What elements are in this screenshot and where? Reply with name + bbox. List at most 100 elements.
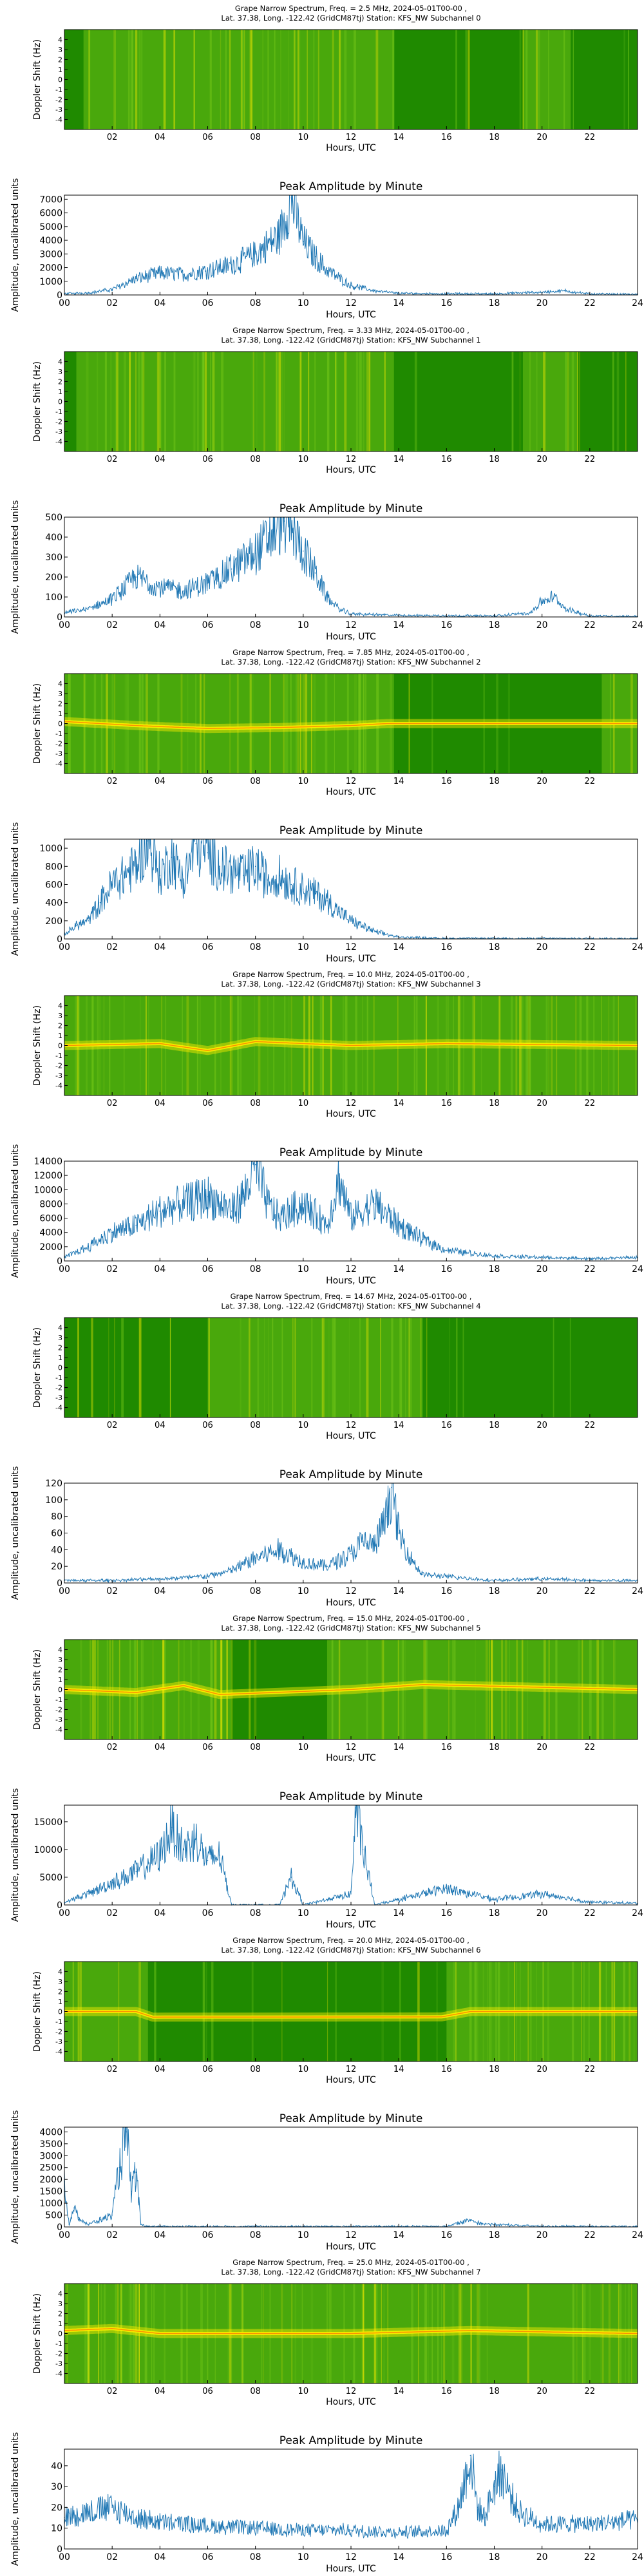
- x-tick-label: 12: [345, 2552, 357, 2562]
- panels: Grape Narrow Spectrum, Freq. = 2.5 MHz, …: [10, 4, 643, 2574]
- amplitude-point: [565, 608, 567, 610]
- spectrogram-y-axis-label: Doppler Shift (Hz): [32, 683, 43, 764]
- amplitude-plot-area: [64, 839, 638, 939]
- x-tick-label: 16: [440, 1586, 452, 1596]
- amplitude-point: [254, 253, 256, 255]
- spectrum-striation: [115, 2284, 117, 2383]
- spectrum-striation: [384, 352, 386, 451]
- y-tick-label: -4: [55, 1404, 62, 1412]
- spectrum-striation: [86, 352, 89, 451]
- amplitude-point: [219, 1854, 220, 1856]
- active-region: [207, 1318, 423, 1417]
- amplitude-point: [219, 866, 220, 867]
- y-tick-label: 0: [58, 2008, 62, 2016]
- x-tick-label: 04: [155, 133, 166, 142]
- spectrum-striation: [297, 30, 299, 129]
- amplitude-point: [207, 2525, 209, 2527]
- spectrum-striation: [522, 30, 524, 129]
- y-tick-label: 2: [58, 378, 62, 386]
- x-tick-label: 06: [202, 1264, 214, 1274]
- spectrum-striation: [212, 352, 215, 451]
- spectrum-striation: [169, 1318, 171, 1417]
- y-tick-label: 0: [57, 612, 62, 623]
- spectrum-striation: [274, 30, 276, 129]
- amplitude-chart: Peak Amplitude by Minute 00 02 04 06 08 10 12 14…: [10, 500, 643, 642]
- spectrum-striation: [628, 30, 629, 129]
- spectrum-striation: [328, 1318, 330, 1417]
- spectrum-striation: [258, 996, 261, 1095]
- x-tick-label: 16: [440, 298, 452, 308]
- x-tick-label: 06: [202, 1421, 213, 1430]
- amplitude-x-axis-label: Hours, UTC: [326, 2564, 376, 2574]
- spectrum-striation: [509, 1640, 510, 1739]
- spectrum-striation: [197, 996, 199, 1095]
- spectrum-striation: [146, 674, 148, 773]
- y-tick-label: 4000: [39, 1228, 62, 1238]
- spectrum-striation: [408, 1318, 410, 1417]
- y-tick-label: -4: [55, 1726, 62, 1734]
- spectrum-striation: [86, 2284, 90, 2383]
- spectrogram-y-axis-label: Doppler Shift (Hz): [32, 39, 43, 120]
- spectrum-striation: [311, 1318, 313, 1417]
- x-tick-label: 18: [489, 2065, 500, 2074]
- spectrum-striation: [553, 1318, 554, 1417]
- y-tick-label: -3: [55, 106, 62, 114]
- y-tick-label: 15000: [33, 1817, 62, 1828]
- x-tick-label: 10: [298, 298, 309, 308]
- x-tick-label: 04: [154, 942, 166, 952]
- amplitude-title: Peak Amplitude by Minute: [279, 1146, 423, 1159]
- y-tick-label: -3: [55, 1072, 62, 1080]
- y-tick-label: 40: [51, 2461, 62, 2472]
- spectrum-striation: [208, 1318, 210, 1417]
- amplitude-point: [386, 1515, 388, 1517]
- y-tick-label: 100: [45, 1495, 62, 1506]
- spectrum-striation: [359, 1318, 361, 1417]
- amplitude-point: [207, 1575, 209, 1577]
- amplitude-point: [398, 1224, 399, 1226]
- spectrum-striation: [161, 996, 162, 1095]
- x-tick-label: 24: [632, 942, 643, 952]
- spectrum-striation: [344, 352, 347, 451]
- spectrum-striation: [128, 30, 130, 129]
- amplitude-plot-area: [64, 2127, 638, 2227]
- spectrum-striation: [305, 674, 308, 773]
- spectrum-striation: [249, 30, 252, 129]
- spectrum-striation: [199, 996, 201, 1095]
- amplitude-point: [529, 612, 531, 614]
- x-tick-label: 08: [250, 298, 261, 308]
- spectrum-striation: [536, 352, 538, 451]
- x-tick-label: 14: [393, 2065, 404, 2074]
- spectrum-striation: [310, 674, 312, 773]
- x-tick-label: 10: [298, 1743, 309, 1752]
- amplitude-point: [391, 1486, 392, 1488]
- spectrogram-background: [64, 352, 638, 451]
- x-tick-label: 08: [250, 620, 261, 630]
- x-tick-label: 10: [298, 942, 309, 952]
- amplitude-point: [290, 197, 292, 199]
- x-tick-label: 20: [536, 942, 548, 952]
- x-tick-label: 18: [489, 620, 500, 630]
- amplitude-point: [482, 2222, 483, 2224]
- spectrum-striation: [293, 30, 296, 129]
- y-tick-label: 0: [58, 720, 62, 728]
- spectrum-striation: [555, 1640, 558, 1739]
- amplitude-x-axis-label: Hours, UTC: [326, 632, 376, 642]
- amplitude-point: [254, 1557, 256, 1559]
- spectrum-striation: [405, 1318, 406, 1417]
- x-tick-label: 08: [250, 1421, 261, 1430]
- amplitude-point: [183, 590, 185, 592]
- x-tick-label: 12: [346, 1099, 357, 1108]
- amplitude-point: [68, 2224, 70, 2226]
- amplitude-point: [398, 2532, 399, 2533]
- spectrogram-y-axis-label: Doppler Shift (Hz): [32, 361, 43, 442]
- x-tick-label: 12: [345, 2230, 357, 2240]
- spectrum-striation: [202, 1962, 205, 2061]
- y-tick-label: 2: [58, 2310, 62, 2318]
- x-tick-label: 24: [632, 2552, 643, 2562]
- spectrogram-image: [64, 352, 638, 451]
- spectrum-striation: [88, 30, 90, 129]
- spectrum-striation: [214, 996, 216, 1095]
- y-tick-label: -2: [55, 96, 62, 104]
- spectrum-striation: [226, 1640, 228, 1739]
- spectrum-striation: [229, 674, 231, 773]
